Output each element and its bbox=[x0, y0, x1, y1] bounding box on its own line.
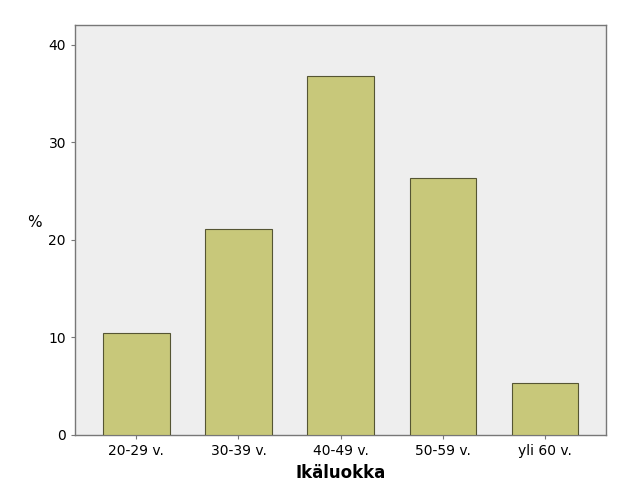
Bar bbox=[409, 178, 476, 435]
Bar bbox=[103, 332, 169, 435]
Bar bbox=[205, 229, 272, 435]
Y-axis label: %: % bbox=[27, 215, 42, 230]
X-axis label: Ikäluokka: Ikäluokka bbox=[296, 464, 386, 481]
Bar bbox=[512, 384, 578, 435]
Bar bbox=[308, 76, 374, 435]
